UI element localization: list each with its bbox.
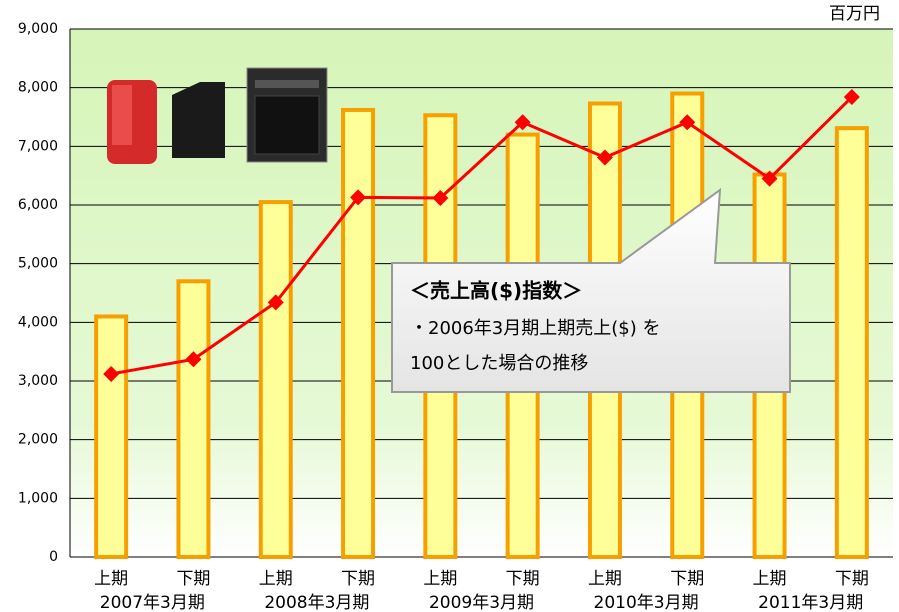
line-marker [843,89,860,106]
line-marker [350,189,367,206]
x-tick-label: 上期 [753,569,787,589]
x-tick-label: 上期 [94,569,128,589]
line-marker [761,170,778,187]
line-marker [103,365,120,382]
y-tick-label: 3,000 [18,373,58,389]
line-marker [185,351,202,368]
x-tick-label: 上期 [588,569,622,589]
group-label: 2011年3月期 [758,593,863,612]
callout-title: ＜売上高($)指数＞ [410,279,582,303]
bar [834,126,869,559]
group-label: 2010年3月期 [594,593,699,612]
callout-line: ・2006年3月期上期売上($) を [410,318,660,339]
bar [341,107,376,560]
y-tick-label: 9,000 [18,21,58,37]
callout [391,187,791,393]
y-tick-label: 6,000 [18,197,58,213]
y-tick-label: 2,000 [18,432,58,448]
line-marker [514,114,531,131]
bar [94,314,129,560]
group-label: 2007年3月期 [100,593,205,612]
group-label: 2008年3月期 [264,593,369,612]
group-label: 2009年3月期 [429,593,534,612]
x-tick-label: 下期 [506,569,540,589]
line-marker [679,114,696,131]
unit-label: 百万円 [829,4,880,24]
line [110,95,853,376]
bar [176,279,211,559]
x-tick-label: 下期 [670,569,704,589]
line-marker [267,294,284,311]
y-tick-label: 7,000 [18,138,58,154]
y-tick-label: 4,000 [18,314,58,330]
line-marker [432,189,449,206]
callout-line: 100とした場合の推移 [410,353,588,374]
x-tick-label: 下期 [341,569,375,589]
line-marker [596,149,613,166]
x-tick-label: 下期 [176,569,210,589]
y-tick-label: 0 [49,549,58,565]
bar [258,200,293,559]
x-tick-label: 上期 [259,569,293,589]
x-tick-label: 上期 [423,569,457,589]
x-tick-label: 下期 [835,569,869,589]
y-tick-label: 8,000 [18,80,58,96]
y-tick-label: 5,000 [18,256,58,272]
y-tick-label: 1,000 [18,490,58,506]
product-images [107,67,328,164]
